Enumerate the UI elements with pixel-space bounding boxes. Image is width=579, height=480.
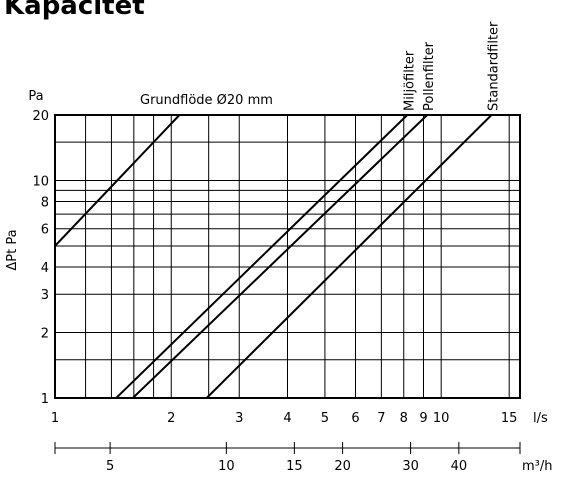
x2-axis-label: m³/h	[522, 459, 553, 474]
series-label: Miljöfilter	[402, 50, 417, 111]
y-tick-label: 3	[41, 288, 49, 303]
chart-title: Kapacitet	[4, 0, 145, 21]
x2-tick-label: 40	[451, 459, 468, 474]
series-label: Grundflöde Ø20 mm	[140, 93, 273, 108]
x-tick-label: 6	[351, 411, 359, 426]
x-tick-label: 8	[400, 411, 408, 426]
x-tick-label: 9	[419, 411, 427, 426]
x2-tick-label: 15	[286, 459, 303, 474]
y-tick-label: 20	[32, 109, 49, 124]
series-line	[132, 114, 428, 399]
x-tick-label: 2	[167, 411, 175, 426]
x-tick-label: 5	[321, 411, 329, 426]
y-unit: Pa	[28, 89, 43, 104]
x-tick-label: 1	[51, 411, 59, 426]
y-tick-label: 8	[41, 196, 49, 211]
x2-tick-label: 20	[334, 459, 351, 474]
y-tick-label: 4	[41, 261, 49, 276]
series-line	[205, 114, 493, 399]
x2-tick-label: 10	[218, 459, 235, 474]
series-line	[115, 114, 408, 399]
y-tick-label: 2	[41, 327, 49, 342]
x-tick-label: 10	[433, 411, 450, 426]
x2-tick-label: 5	[106, 459, 114, 474]
x-tick-label: 4	[283, 411, 291, 426]
y-tick-label: 6	[41, 223, 49, 238]
x-tick-label: 15	[501, 411, 518, 426]
y-axis-label: ΔPt Pa	[5, 229, 20, 270]
series-label: Pollenfilter	[422, 41, 437, 111]
x2-tick-label: 30	[402, 459, 419, 474]
series-label: Standardfilter	[487, 21, 502, 111]
series-line	[54, 114, 181, 247]
y-tick-label: 10	[32, 174, 49, 189]
x-axis-label: l/s	[533, 411, 548, 426]
x-tick-label: 7	[377, 411, 385, 426]
x-tick-label: 3	[235, 411, 243, 426]
plot-frame	[54, 114, 521, 399]
y-tick-label: 1	[41, 392, 49, 407]
